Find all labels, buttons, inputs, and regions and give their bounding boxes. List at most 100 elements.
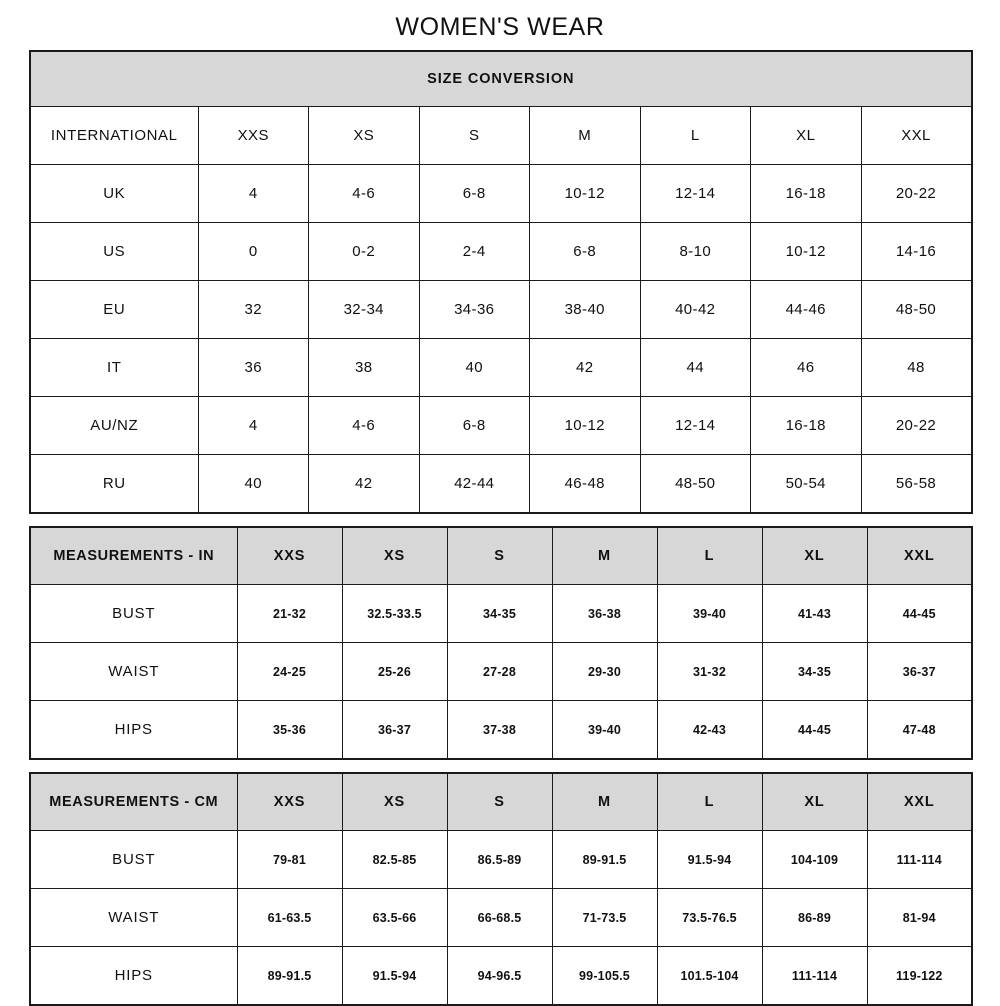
- size-conversion-table-wrap: SIZE CONVERSION INTERNATIONAL XXS XS S M…: [29, 50, 973, 514]
- cell-value: 38: [308, 338, 420, 397]
- row-label: EU: [29, 280, 199, 339]
- cell-value: 14-16: [860, 222, 972, 281]
- column-header-l: L: [639, 106, 751, 165]
- measurements-in-table: MEASUREMENTS - IN XXS XS S M L XL XXL BU…: [29, 526, 973, 760]
- row-label: AU/NZ: [29, 396, 199, 455]
- measurements-cm-table-wrap: MEASUREMENTS - CM XXS XS S M L XL XXL BU…: [29, 772, 973, 1006]
- cell-value: 6-8: [418, 164, 530, 223]
- row-label: US: [29, 222, 199, 281]
- column-header-m: M: [529, 106, 641, 165]
- cell-value: 12-14: [639, 396, 751, 455]
- column-header-l: L: [656, 772, 763, 831]
- table-header-row: INTERNATIONAL XXS XS S M L XL XXL: [29, 106, 972, 165]
- cell-value: 10-12: [750, 222, 862, 281]
- row-label: BUST: [29, 830, 238, 889]
- cell-value: 34-35: [761, 642, 868, 701]
- cell-value: 0: [197, 222, 309, 281]
- table-row: AU/NZ 4 4-6 6-8 10-12 12-14 16-18 20-22: [29, 396, 972, 455]
- cell-value: 12-14: [639, 164, 751, 223]
- column-header-xl: XL: [750, 106, 862, 165]
- table-row: BUST 21-32 32.5-33.5 34-35 36-38 39-40 4…: [29, 584, 973, 643]
- column-header-xs: XS: [341, 772, 448, 831]
- cell-value: 40: [418, 338, 530, 397]
- cell-value: 4-6: [308, 396, 420, 455]
- table-row: BUST 79-81 82.5-85 86.5-89 89-91.5 91.5-…: [29, 830, 973, 889]
- cell-value: 104-109: [761, 830, 868, 889]
- cell-value: 94-96.5: [446, 946, 553, 1006]
- cell-value: 48-50: [639, 454, 751, 514]
- measurements-in-table-wrap: MEASUREMENTS - IN XXS XS S M L XL XXL BU…: [29, 526, 973, 760]
- cell-value: 4: [197, 396, 309, 455]
- cell-value: 73.5-76.5: [656, 888, 763, 947]
- cell-value: 32.5-33.5: [341, 584, 448, 643]
- cell-value: 82.5-85: [341, 830, 448, 889]
- cell-value: 29-30: [551, 642, 658, 701]
- column-header-measurements-cm: MEASUREMENTS - CM: [29, 772, 238, 831]
- size-conversion-table: SIZE CONVERSION INTERNATIONAL XXS XS S M…: [29, 50, 973, 514]
- cell-value: 42-44: [418, 454, 530, 514]
- cell-value: 39-40: [656, 584, 763, 643]
- cell-value: 101.5-104: [656, 946, 763, 1006]
- cell-value: 42-43: [656, 700, 763, 760]
- table-banner-row: SIZE CONVERSION: [29, 50, 972, 107]
- cell-value: 111-114: [761, 946, 868, 1006]
- cell-value: 50-54: [750, 454, 862, 514]
- row-label: RU: [29, 454, 199, 514]
- column-header-xs: XS: [341, 526, 448, 585]
- cell-value: 66-68.5: [446, 888, 553, 947]
- cell-value: 21-32: [236, 584, 343, 643]
- cell-value: 42: [308, 454, 420, 514]
- cell-value: 10-12: [529, 396, 641, 455]
- cell-value: 46-48: [529, 454, 641, 514]
- column-header-s: S: [446, 526, 553, 585]
- cell-value: 32: [197, 280, 309, 339]
- cell-value: 89-91.5: [551, 830, 658, 889]
- column-header-l: L: [656, 526, 763, 585]
- column-header-xxl: XXL: [860, 106, 972, 165]
- cell-value: 6-8: [529, 222, 641, 281]
- cell-value: 47-48: [866, 700, 973, 760]
- column-header-xxl: XXL: [866, 526, 973, 585]
- cell-value: 4: [197, 164, 309, 223]
- cell-value: 86-89: [761, 888, 868, 947]
- cell-value: 6-8: [418, 396, 530, 455]
- cell-value: 71-73.5: [551, 888, 658, 947]
- cell-value: 32-34: [308, 280, 420, 339]
- cell-value: 35-36: [236, 700, 343, 760]
- cell-value: 2-4: [418, 222, 530, 281]
- row-label: HIPS: [29, 700, 238, 760]
- cell-value: 20-22: [860, 164, 972, 223]
- cell-value: 37-38: [446, 700, 553, 760]
- page-title: WOMEN'S WEAR: [395, 13, 605, 41]
- cell-value: 86.5-89: [446, 830, 553, 889]
- size-conversion-banner: SIZE CONVERSION: [29, 50, 972, 107]
- cell-value: 34-36: [418, 280, 530, 339]
- measurements-cm-table: MEASUREMENTS - CM XXS XS S M L XL XXL BU…: [29, 772, 973, 1006]
- cell-value: 56-58: [860, 454, 972, 514]
- column-header-xl: XL: [761, 772, 868, 831]
- cell-value: 39-40: [551, 700, 658, 760]
- column-header-m: M: [551, 772, 658, 831]
- cell-value: 10-12: [529, 164, 641, 223]
- cell-value: 111-114: [866, 830, 973, 889]
- cell-value: 99-105.5: [551, 946, 658, 1006]
- cell-value: 48-50: [860, 280, 972, 339]
- row-label: WAIST: [29, 642, 238, 701]
- column-header-international: INTERNATIONAL: [29, 106, 199, 165]
- cell-value: 36: [197, 338, 309, 397]
- cell-value: 8-10: [639, 222, 751, 281]
- table-header-row: MEASUREMENTS - IN XXS XS S M L XL XXL: [29, 526, 973, 585]
- column-header-xxs: XXS: [197, 106, 309, 165]
- cell-value: 41-43: [761, 584, 868, 643]
- cell-value: 89-91.5: [236, 946, 343, 1006]
- cell-value: 31-32: [656, 642, 763, 701]
- column-header-xs: XS: [308, 106, 420, 165]
- row-label: IT: [29, 338, 199, 397]
- cell-value: 24-25: [236, 642, 343, 701]
- row-label: UK: [29, 164, 199, 223]
- cell-value: 25-26: [341, 642, 448, 701]
- cell-value: 44-45: [866, 584, 973, 643]
- cell-value: 38-40: [529, 280, 641, 339]
- cell-value: 46: [750, 338, 862, 397]
